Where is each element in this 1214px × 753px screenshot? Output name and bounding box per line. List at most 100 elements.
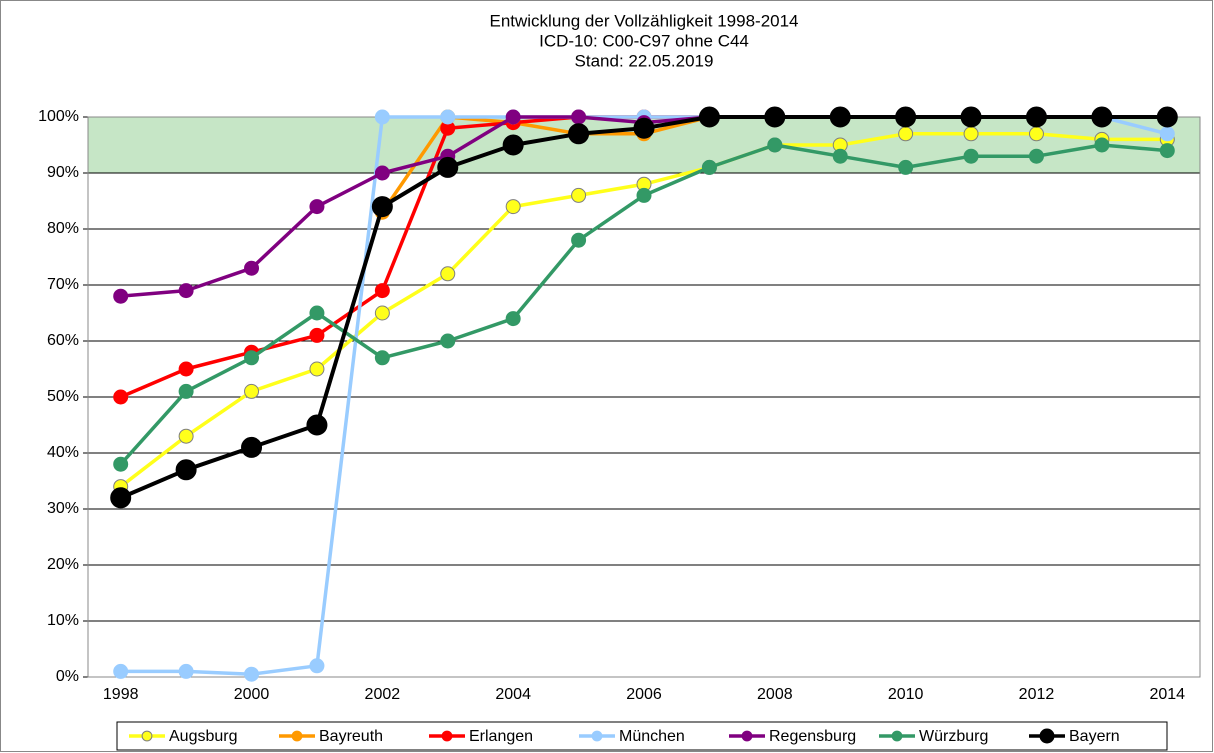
data-point: [895, 106, 917, 128]
data-point: [698, 106, 720, 128]
x-tick-label: 2014: [1149, 686, 1185, 703]
data-point: [505, 311, 521, 327]
chart-subtitle: Stand: 22.05.2019: [575, 51, 714, 70]
data-point: [1025, 106, 1047, 128]
data-point: [502, 134, 524, 156]
data-point: [440, 266, 456, 282]
data-point: [832, 148, 848, 164]
legend-marker: [441, 730, 453, 742]
y-tick-label: 20%: [47, 556, 79, 573]
legend-label: Bayreuth: [319, 728, 383, 745]
data-point: [113, 456, 129, 472]
y-tick-label: 90%: [47, 164, 79, 181]
data-point: [440, 109, 456, 125]
data-point: [829, 106, 851, 128]
data-point: [898, 126, 914, 142]
data-point: [374, 350, 390, 366]
data-point: [505, 199, 521, 215]
y-tick-label: 50%: [47, 388, 79, 405]
legend-marker: [141, 730, 153, 742]
data-point: [241, 436, 263, 458]
data-point: [571, 187, 587, 203]
data-point: [178, 283, 194, 299]
data-point: [1094, 137, 1110, 153]
data-point: [636, 187, 652, 203]
data-point: [371, 196, 393, 218]
data-point: [1028, 148, 1044, 164]
data-point: [309, 305, 325, 321]
legend-label: Regensburg: [769, 728, 856, 745]
legend-label: München: [619, 728, 685, 745]
data-point: [178, 663, 194, 679]
data-point: [963, 148, 979, 164]
data-point: [1156, 106, 1178, 128]
data-point: [178, 361, 194, 377]
data-point: [568, 123, 590, 145]
data-point: [374, 305, 390, 321]
data-point: [1091, 106, 1113, 128]
data-point: [309, 658, 325, 674]
x-tick-label: 2002: [365, 686, 401, 703]
data-point: [244, 260, 260, 276]
data-point: [571, 109, 587, 125]
data-point: [571, 232, 587, 248]
data-point: [963, 126, 979, 142]
data-point: [309, 327, 325, 343]
legend-label: Erlangen: [469, 728, 533, 745]
x-tick-label: 2008: [757, 686, 793, 703]
data-point: [113, 288, 129, 304]
data-point: [633, 117, 655, 139]
data-point: [374, 109, 390, 125]
data-point: [306, 414, 328, 436]
data-point: [244, 383, 260, 399]
data-point: [1159, 143, 1175, 159]
data-point: [701, 159, 717, 175]
data-point: [898, 159, 914, 175]
data-point: [178, 383, 194, 399]
legend-marker: [741, 730, 753, 742]
data-point: [244, 666, 260, 682]
legend-label: Würzburg: [919, 728, 988, 745]
y-tick-label: 70%: [47, 276, 79, 293]
data-point: [110, 487, 132, 509]
data-point: [309, 199, 325, 215]
x-tick-label: 2000: [234, 686, 270, 703]
y-tick-label: 10%: [47, 612, 79, 629]
data-point: [309, 361, 325, 377]
x-tick-label: 2010: [888, 686, 924, 703]
data-point: [764, 106, 786, 128]
legend-label: Augsburg: [169, 728, 238, 745]
y-tick-label: 40%: [47, 444, 79, 461]
y-tick-label: 30%: [47, 500, 79, 517]
data-point: [1028, 126, 1044, 142]
chart-title: Entwicklung der Vollzähligkeit 1998-2014: [489, 11, 798, 30]
data-point: [440, 333, 456, 349]
data-point: [1159, 126, 1175, 142]
data-point: [244, 350, 260, 366]
data-point: [178, 428, 194, 444]
legend-marker: [891, 730, 903, 742]
y-tick-label: 80%: [47, 220, 79, 237]
data-point: [374, 165, 390, 181]
data-point: [374, 283, 390, 299]
data-point: [113, 389, 129, 405]
y-tick-label: 0%: [56, 668, 79, 685]
chart-subtitle: ICD-10: C00-C97 ohne C44: [539, 31, 749, 50]
data-point: [767, 137, 783, 153]
data-point: [175, 459, 197, 481]
y-tick-label: 100%: [38, 108, 79, 125]
x-tick-label: 2012: [1019, 686, 1055, 703]
legend-marker: [291, 730, 303, 742]
x-tick-label: 1998: [103, 686, 139, 703]
data-point: [505, 109, 521, 125]
data-point: [437, 156, 459, 178]
data-point: [113, 663, 129, 679]
legend-marker: [591, 730, 603, 742]
data-point: [960, 106, 982, 128]
legend-label: Bayern: [1069, 728, 1120, 745]
y-tick-label: 60%: [47, 332, 79, 349]
x-tick-label: 2006: [626, 686, 662, 703]
x-tick-label: 2004: [495, 686, 531, 703]
legend-marker: [1039, 728, 1055, 744]
